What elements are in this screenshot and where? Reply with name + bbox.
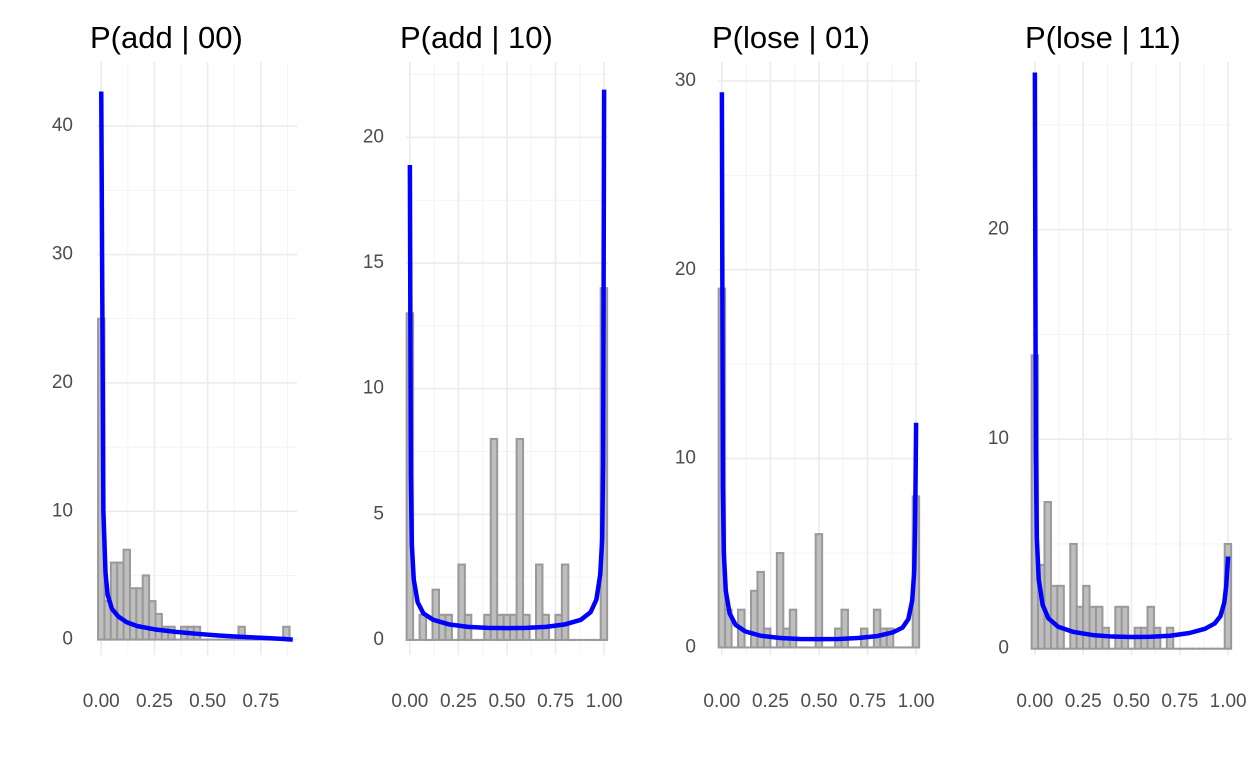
histogram-bar	[840, 608, 850, 649]
histogram-bar	[775, 552, 785, 649]
y-tick-label: 0	[62, 629, 73, 650]
panel-title: P(add | 00)	[90, 20, 243, 55]
x-tick-label: 1.00	[586, 691, 623, 712]
y-tick-label: 30	[675, 70, 696, 91]
y-tick-label: 20	[988, 219, 1009, 240]
histogram-bar	[814, 533, 824, 649]
x-tick-label: 0.00	[1016, 691, 1053, 712]
histogram-bar	[1165, 626, 1175, 650]
histogram-bar	[237, 625, 246, 641]
panel-3: P(lose | 01) 0 10 20 30 0.00 0.25 0.50 0.75 1.00	[675, 20, 935, 712]
panel-4: P(lose | 11) 0 10 20 0.00 0.25 0.50 0.75 1.00	[988, 20, 1247, 712]
histogram-bar	[1056, 584, 1065, 650]
x-tick-label: 0.25	[440, 691, 477, 712]
y-tick-label: 20	[363, 126, 384, 147]
density-curve	[407, 89, 607, 631]
x-tick-label: 0.75	[1161, 691, 1198, 712]
y-tick-label: 20	[52, 372, 73, 393]
histogram-bar	[885, 627, 895, 649]
panel-title: P(lose | 01)	[712, 20, 870, 55]
y-tick-label: 0	[685, 636, 696, 657]
y-tick-label: 20	[675, 259, 696, 280]
panel-2: P(add | 10) 0 5 10 15 20 0.00 0.25 0.50 0.75 1.00	[363, 20, 623, 712]
x-tick-label: 0.75	[849, 691, 886, 712]
y-tick-label: 10	[363, 378, 384, 399]
panel-1: P(add | 00) 0 10 20 30 40 0.00 0.25 0.50 0.75	[52, 20, 297, 712]
x-tick-label: 0.25	[752, 691, 789, 712]
histogram-bar	[756, 570, 765, 649]
histogram-bar	[515, 437, 525, 641]
y-tick-label: 0	[373, 629, 384, 650]
y-tick-label: 15	[363, 252, 384, 273]
histogram-bar	[788, 608, 798, 649]
y-tick-label: 5	[373, 503, 384, 524]
x-tick-label: 1.00	[898, 691, 935, 712]
x-tick-label: 0.00	[391, 691, 428, 712]
density-curve	[719, 92, 919, 642]
x-tick-label: 0.50	[189, 691, 226, 712]
y-tick-label: 10	[52, 500, 73, 521]
panel-title: P(lose | 11)	[1025, 20, 1181, 55]
histogram-bar	[444, 613, 453, 641]
histogram-bar	[560, 563, 570, 641]
density-curve	[99, 91, 293, 642]
histogram-bar	[489, 437, 499, 641]
y-tick-label: 0	[998, 638, 1009, 659]
x-tick-label: 0.25	[1065, 691, 1102, 712]
x-tick-label: 0.50	[801, 691, 838, 712]
y-tick-label: 30	[52, 244, 73, 265]
panel-title: P(add | 10)	[400, 20, 553, 55]
histogram-bar	[1069, 542, 1078, 650]
x-tick-label: 1.00	[1210, 691, 1247, 712]
histogram-bar	[1120, 605, 1130, 650]
x-tick-label: 0.75	[537, 691, 574, 712]
histogram-bar	[418, 613, 428, 641]
density-curve	[1032, 72, 1231, 640]
x-tick-label: 0.50	[489, 691, 526, 712]
y-tick-label: 10	[988, 428, 1009, 449]
grid	[1031, 62, 1232, 655]
x-tick-label: 0.25	[136, 691, 173, 712]
histogram-bar	[1043, 501, 1052, 650]
histogram-bar	[535, 563, 544, 641]
x-tick-label: 0.50	[1113, 691, 1150, 712]
x-tick-label: 0.75	[242, 691, 279, 712]
y-tick-label: 10	[675, 448, 696, 469]
x-tick-label: 0.00	[83, 691, 120, 712]
x-tick-label: 0.00	[703, 691, 740, 712]
histogram-bar	[457, 563, 466, 641]
y-tick-label: 40	[52, 115, 73, 136]
